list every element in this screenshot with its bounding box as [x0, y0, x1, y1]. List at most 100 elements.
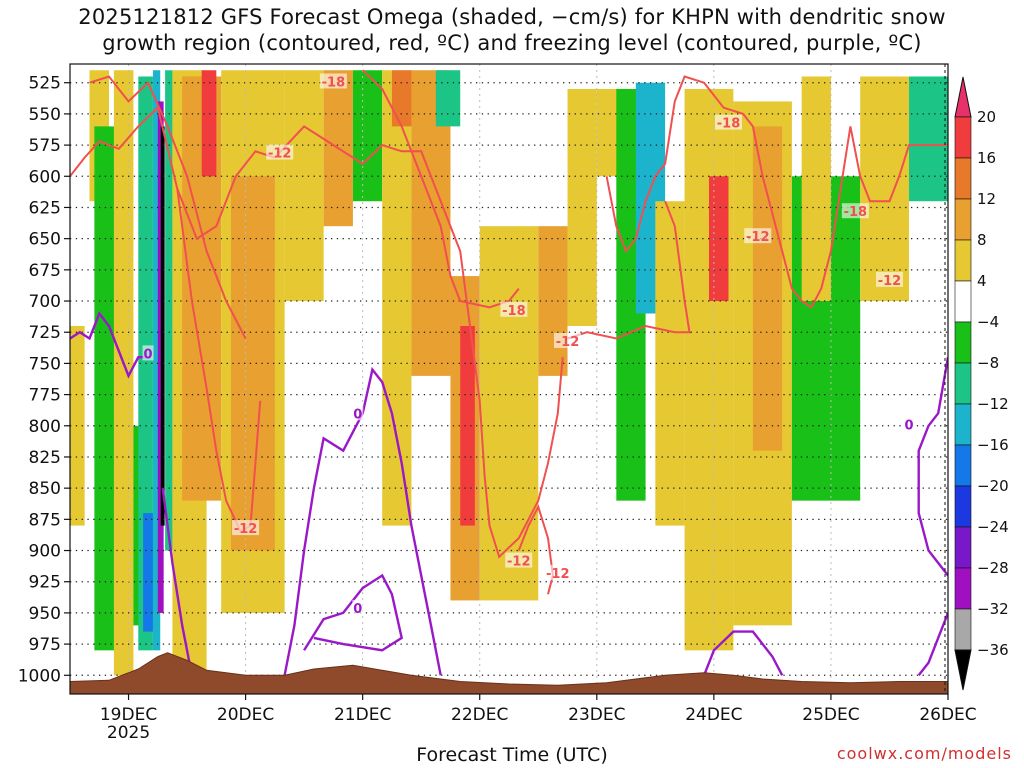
colorbar-segment: [954, 444, 972, 487]
contour-label-bg: [352, 599, 364, 615]
y-tick-label: 800: [29, 417, 61, 437]
omega-cell: [538, 226, 568, 376]
colorbar-segment: [954, 280, 972, 323]
y-tick-label: 900: [29, 542, 61, 562]
omega-cell: [801, 76, 831, 302]
x-tick-label: 19DEC: [100, 705, 157, 725]
contour-label: -12: [546, 567, 570, 582]
y-tick-label: 650: [29, 230, 61, 250]
freezing-contour-line: [283, 366, 442, 676]
contour-label-bg: [319, 73, 347, 89]
y-tick-label: 600: [29, 167, 61, 187]
contour-label: -18: [844, 205, 868, 220]
y-tick-label: 825: [29, 448, 61, 468]
omega-cell: [165, 70, 173, 551]
omega-cell: [752, 126, 783, 451]
omega-cell: [435, 70, 461, 127]
y-tick-label: 525: [29, 74, 61, 94]
y-tick-label: 750: [29, 354, 61, 374]
contour-label-bg: [903, 416, 915, 432]
contour-label-bg: [841, 203, 869, 219]
omega-cell: [352, 70, 383, 202]
contour-label: 0: [904, 419, 913, 434]
contour-label: -18: [717, 117, 741, 132]
omega-cell: [391, 70, 412, 127]
plot-frame: [69, 63, 949, 695]
y-tick-label: 700: [29, 292, 61, 312]
colorbar-tick-label: 20: [977, 108, 996, 126]
colorbar-tick-label: −16: [977, 436, 1009, 454]
omega-cell: [567, 88, 597, 326]
omega-cell: [160, 126, 165, 526]
contour-label: -18: [322, 75, 346, 90]
dendritic-contour-line: [567, 200, 691, 340]
contour-label: 0: [144, 347, 153, 362]
colorbar-segment: [954, 485, 972, 528]
contour-label: 0: [353, 602, 362, 617]
y-tick-label: 875: [29, 510, 61, 530]
x-tick-sublabel: 2025: [107, 723, 150, 743]
contour-label-bg: [352, 405, 364, 421]
x-tick-label: 22DEC: [451, 705, 508, 725]
colorbar-top-triangle: [954, 76, 972, 118]
omega-cell: [143, 513, 153, 632]
colorbar-tick-label: −24: [977, 518, 1009, 536]
contour-label-bg: [500, 301, 528, 317]
dendritic-contour-line: [89, 75, 247, 339]
omega-cell: [152, 70, 161, 651]
y-tick-label: 625: [29, 198, 61, 218]
contour-label: -12: [878, 274, 902, 289]
colorbar-tick-label: 16: [977, 149, 996, 167]
dendritic-contour-line: [70, 105, 564, 559]
colorbar-segment: [954, 157, 972, 200]
credit-link[interactable]: coolwx.com/models: [836, 744, 1012, 763]
freezing-contour-line: [702, 630, 784, 676]
contour-label: -12: [507, 555, 531, 570]
contour-label-bg: [232, 520, 260, 536]
colorbar-tick-label: −12: [977, 395, 1009, 413]
y-tick-label: 850: [29, 479, 61, 499]
plot-area: -12 -18 -18 -12 -12 -12 -12 -18 -12 -18 -12 0 0 0 0: [70, 64, 948, 694]
x-tick-label: 21DEC: [334, 705, 391, 725]
colorbar-segment: [954, 608, 972, 651]
contour-label-bg: [544, 564, 572, 580]
contour-label: 0: [353, 407, 362, 422]
colorbar-tick-label: 4: [977, 272, 987, 290]
y-tick-label: 675: [29, 261, 61, 281]
dendritic-contour-line: [605, 75, 948, 309]
title-line-1: 2025121812 GFS Forecast Omega (shaded, −…: [78, 5, 946, 29]
x-tick-label: 24DEC: [685, 705, 742, 725]
y-tick-label: 550: [29, 105, 61, 125]
omega-cell: [201, 70, 217, 177]
y-tick-label: 1000: [18, 666, 61, 686]
x-tick-label: 25DEC: [802, 705, 859, 725]
x-tick-label: 20DEC: [217, 705, 274, 725]
terrain-fill: [70, 652, 948, 694]
omega-cell: [70, 325, 85, 526]
contour-label-bg: [505, 552, 533, 568]
y-tick-label: 725: [29, 323, 61, 343]
contour-label: -12: [268, 147, 292, 162]
colorbar-bottom-triangle: [954, 649, 972, 691]
contour-label: -12: [556, 335, 580, 350]
colorbar-tick-label: −36: [977, 641, 1009, 659]
x-tick-label: 23DEC: [568, 705, 625, 725]
dendritic-contour-line: [176, 188, 262, 534]
freezing-contour-line: [917, 356, 948, 577]
contour-label: -18: [502, 304, 526, 319]
omega-cell: [908, 76, 948, 202]
colorbar-segment: [954, 198, 972, 241]
contour-label-bg: [744, 228, 772, 244]
colorbar-segment: [954, 321, 972, 364]
x-tick-label: 26DEC: [919, 705, 976, 725]
omega-cell: [860, 76, 909, 302]
colorbar-segment: [954, 526, 972, 569]
chart-title: 2025121812 GFS Forecast Omega (shaded, −…: [0, 4, 1024, 56]
y-tick-label: 925: [29, 573, 61, 593]
colorbar-tick-label: −4: [977, 313, 999, 331]
colorbar-tick-label: −32: [977, 600, 1009, 618]
title-line-2: growth region (contoured, red, ºC) and f…: [102, 31, 922, 55]
y-tick-label: 775: [29, 386, 61, 406]
colorbar-tick-label: 8: [977, 231, 987, 249]
